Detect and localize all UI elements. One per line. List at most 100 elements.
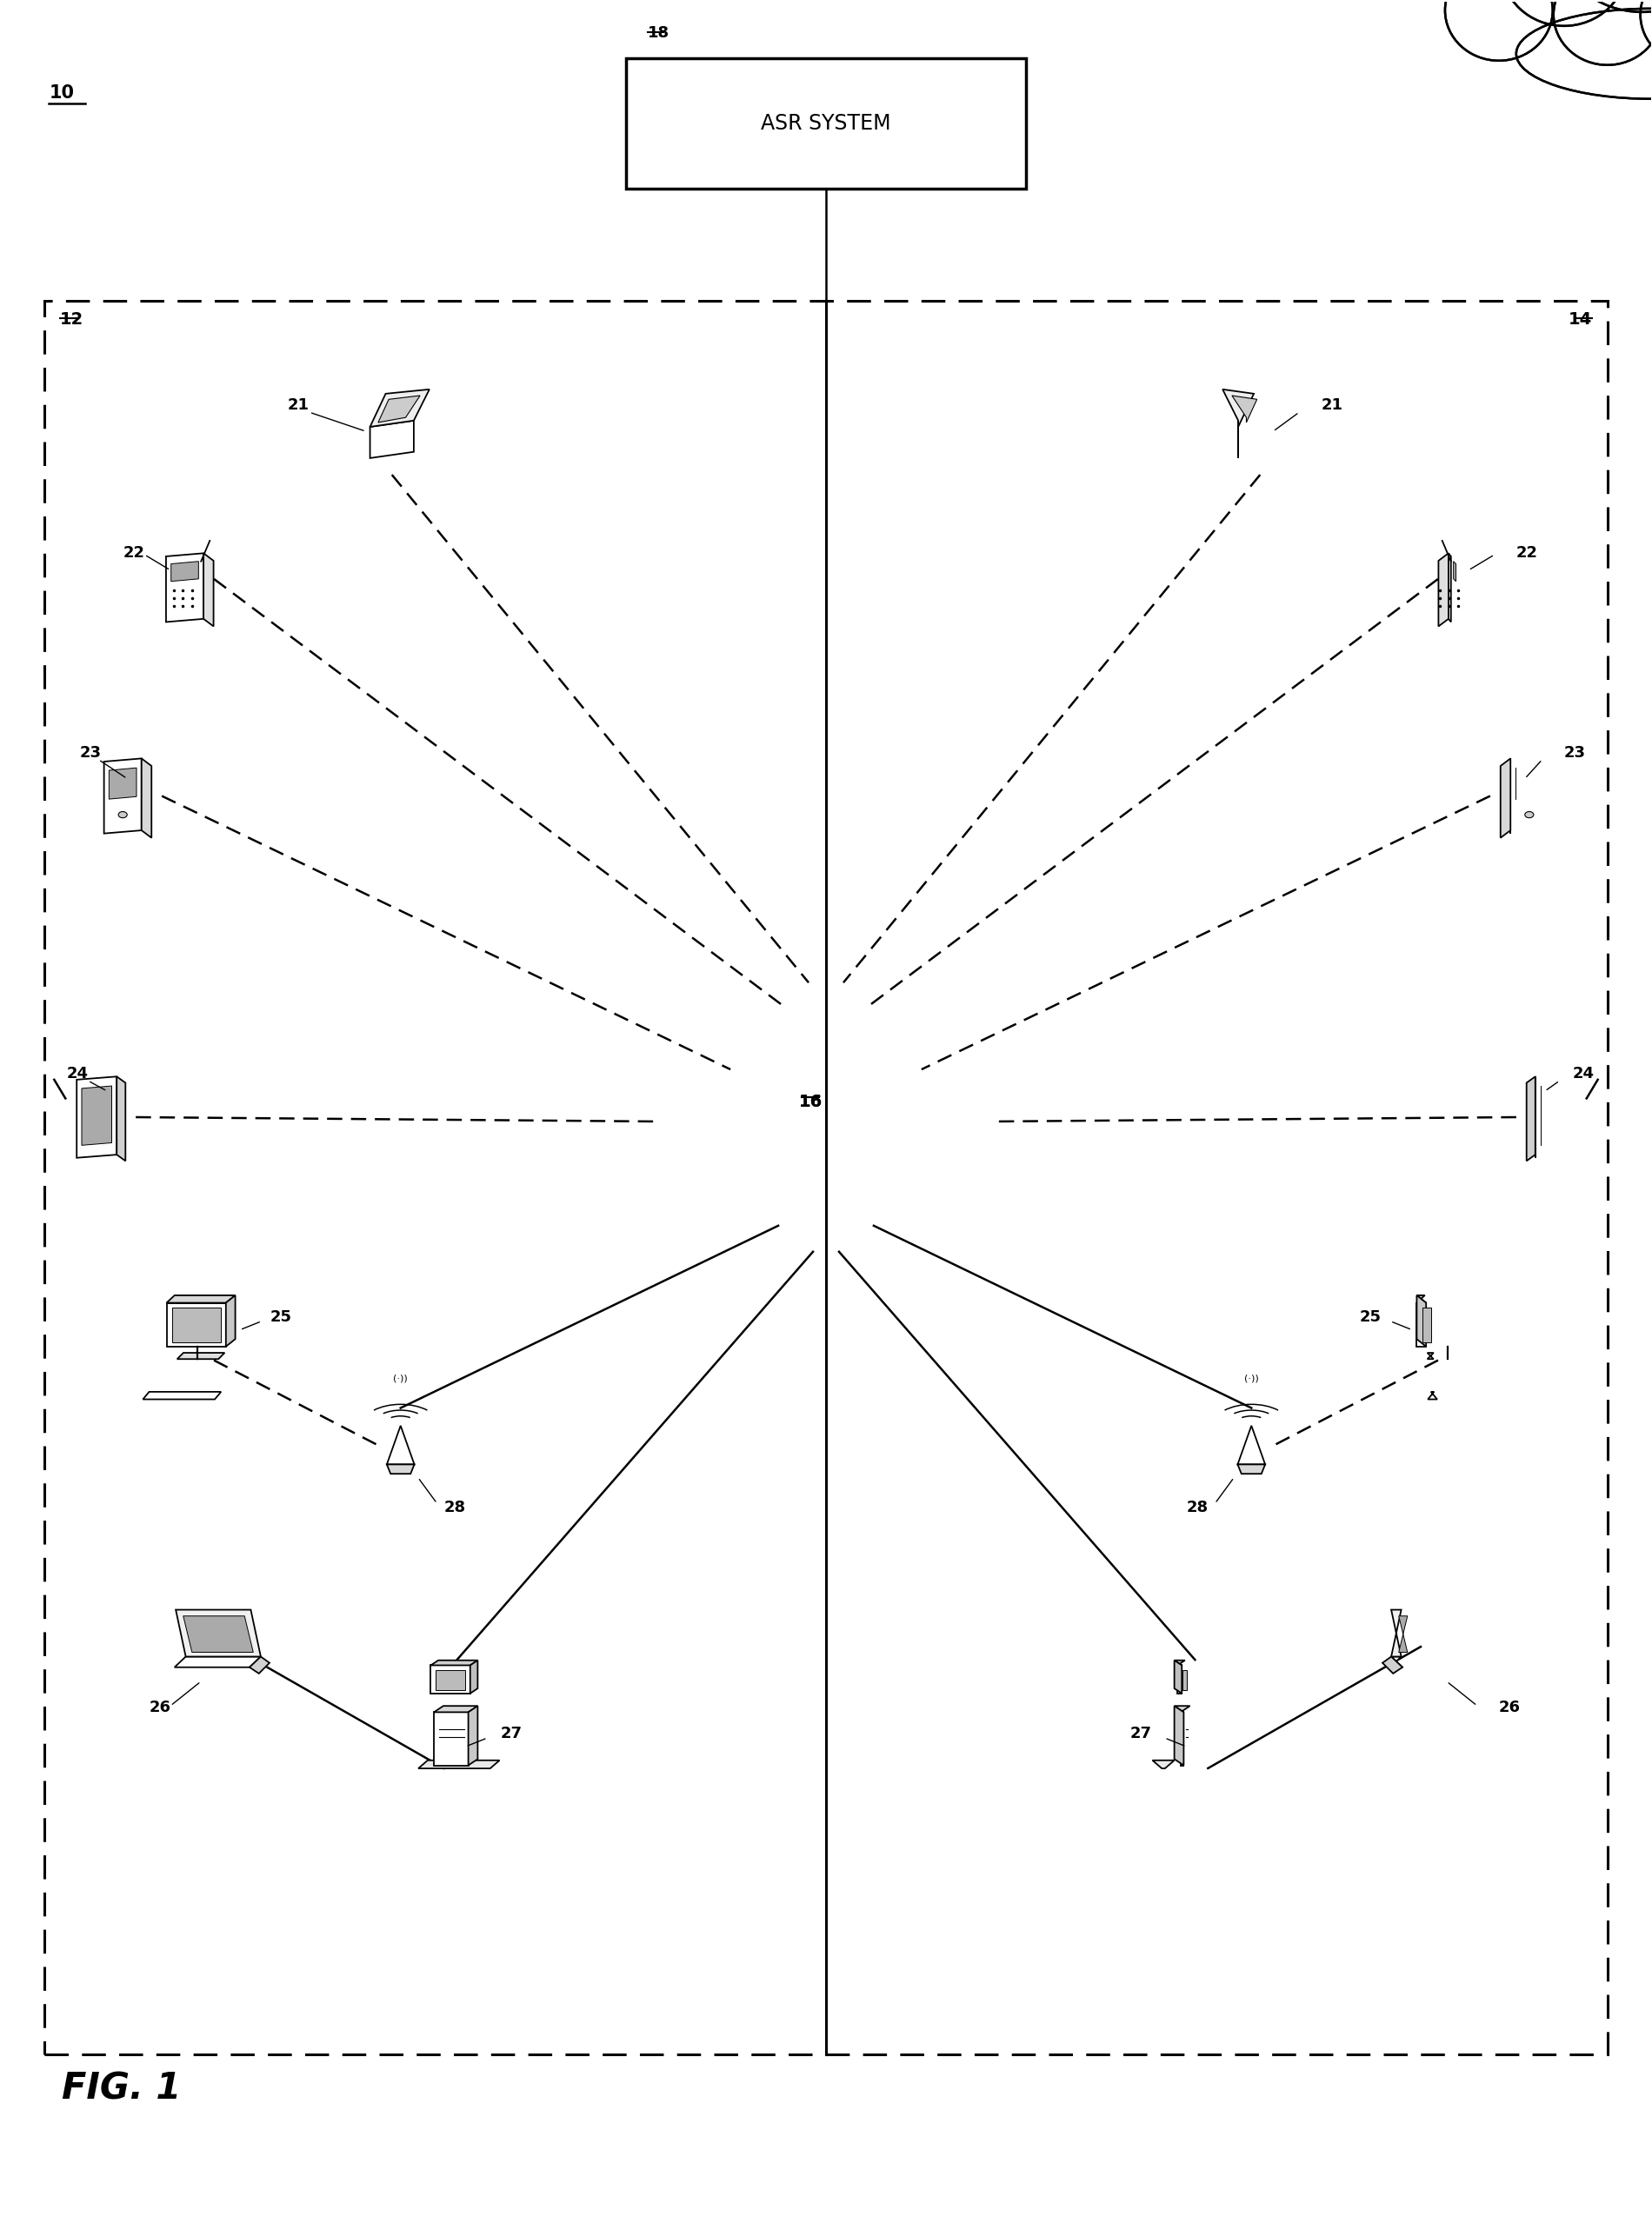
- Ellipse shape: [1502, 0, 1627, 27]
- Polygon shape: [387, 1425, 415, 1465]
- Polygon shape: [1237, 1465, 1265, 1474]
- Polygon shape: [117, 1077, 126, 1162]
- Polygon shape: [1175, 1706, 1184, 1766]
- Polygon shape: [249, 1657, 269, 1672]
- Polygon shape: [1427, 1392, 1437, 1398]
- Ellipse shape: [1446, 0, 1553, 60]
- Text: 22: 22: [122, 544, 144, 560]
- Polygon shape: [1175, 1661, 1181, 1693]
- Text: ASR SYSTEM: ASR SYSTEM: [762, 114, 890, 134]
- Polygon shape: [1391, 1610, 1401, 1657]
- Ellipse shape: [1640, 0, 1652, 65]
- Ellipse shape: [1517, 9, 1652, 98]
- Polygon shape: [1222, 390, 1254, 426]
- Polygon shape: [1422, 1307, 1431, 1342]
- Polygon shape: [1427, 1354, 1434, 1358]
- Text: 26: 26: [149, 1699, 170, 1715]
- Ellipse shape: [1517, 9, 1652, 98]
- Ellipse shape: [1553, 0, 1652, 65]
- Polygon shape: [1183, 1670, 1186, 1690]
- Polygon shape: [1399, 1617, 1408, 1652]
- Text: 16: 16: [798, 1093, 823, 1111]
- Text: 16: 16: [798, 1093, 823, 1111]
- Polygon shape: [175, 1610, 261, 1657]
- Ellipse shape: [1559, 0, 1652, 11]
- Polygon shape: [431, 1666, 471, 1693]
- Polygon shape: [1439, 553, 1449, 627]
- Polygon shape: [76, 1077, 117, 1157]
- Polygon shape: [203, 553, 213, 627]
- Text: 18: 18: [648, 25, 669, 40]
- Ellipse shape: [1525, 812, 1533, 818]
- Text: 25: 25: [1360, 1309, 1381, 1325]
- Polygon shape: [172, 1307, 221, 1342]
- Polygon shape: [434, 1706, 477, 1713]
- Polygon shape: [1175, 1661, 1184, 1666]
- Polygon shape: [434, 1713, 468, 1766]
- Polygon shape: [1153, 1759, 1175, 1768]
- Text: 21: 21: [1322, 397, 1343, 413]
- Polygon shape: [1178, 1666, 1181, 1693]
- Text: 24: 24: [66, 1066, 88, 1082]
- Polygon shape: [1454, 562, 1455, 582]
- Polygon shape: [431, 1661, 477, 1666]
- Ellipse shape: [1559, 0, 1652, 11]
- Polygon shape: [144, 1392, 221, 1398]
- Polygon shape: [1175, 1706, 1189, 1713]
- Text: 10: 10: [50, 85, 74, 103]
- Text: 21: 21: [287, 397, 309, 413]
- Text: 28: 28: [444, 1501, 466, 1516]
- Polygon shape: [378, 395, 420, 421]
- Text: 14: 14: [1568, 312, 1593, 328]
- Polygon shape: [1417, 1296, 1426, 1302]
- FancyBboxPatch shape: [626, 58, 1026, 187]
- Polygon shape: [370, 421, 413, 457]
- Polygon shape: [1526, 1077, 1535, 1162]
- Text: 12: 12: [59, 312, 84, 328]
- Polygon shape: [142, 758, 152, 838]
- Polygon shape: [81, 1086, 112, 1146]
- Text: 28: 28: [1186, 1501, 1208, 1516]
- Polygon shape: [167, 1302, 226, 1347]
- Text: 25: 25: [271, 1309, 292, 1325]
- Polygon shape: [1449, 553, 1450, 622]
- Polygon shape: [167, 553, 203, 622]
- Polygon shape: [226, 1296, 235, 1347]
- Text: 23: 23: [79, 745, 101, 760]
- Polygon shape: [1500, 758, 1510, 838]
- Text: (·)): (·)): [1244, 1374, 1259, 1383]
- Polygon shape: [1417, 1296, 1426, 1347]
- Ellipse shape: [1502, 0, 1627, 27]
- Ellipse shape: [119, 812, 127, 818]
- Polygon shape: [1237, 1425, 1265, 1465]
- Polygon shape: [436, 1670, 466, 1690]
- Polygon shape: [1181, 1713, 1184, 1766]
- Polygon shape: [172, 562, 198, 582]
- Polygon shape: [468, 1706, 477, 1766]
- Polygon shape: [167, 1296, 235, 1302]
- Polygon shape: [175, 1657, 261, 1668]
- Text: 24: 24: [1573, 1066, 1594, 1082]
- Polygon shape: [1417, 1302, 1426, 1347]
- Polygon shape: [370, 390, 430, 426]
- Text: 27: 27: [1130, 1726, 1151, 1742]
- Polygon shape: [1383, 1657, 1403, 1672]
- Polygon shape: [387, 1465, 415, 1474]
- Polygon shape: [1389, 1657, 1403, 1668]
- Text: 26: 26: [1498, 1699, 1520, 1715]
- Polygon shape: [183, 1617, 253, 1652]
- Polygon shape: [104, 758, 142, 834]
- Ellipse shape: [1640, 0, 1652, 65]
- Polygon shape: [177, 1354, 225, 1358]
- Text: FIG. 1: FIG. 1: [63, 2069, 182, 2107]
- Ellipse shape: [1553, 0, 1652, 65]
- Text: 27: 27: [501, 1726, 522, 1742]
- Text: 22: 22: [1517, 544, 1538, 560]
- Text: (·)): (·)): [393, 1374, 408, 1383]
- Polygon shape: [109, 767, 137, 798]
- Ellipse shape: [1446, 0, 1553, 60]
- Polygon shape: [1232, 395, 1257, 421]
- Text: 23: 23: [1564, 745, 1586, 760]
- Polygon shape: [471, 1661, 477, 1693]
- Polygon shape: [418, 1759, 499, 1768]
